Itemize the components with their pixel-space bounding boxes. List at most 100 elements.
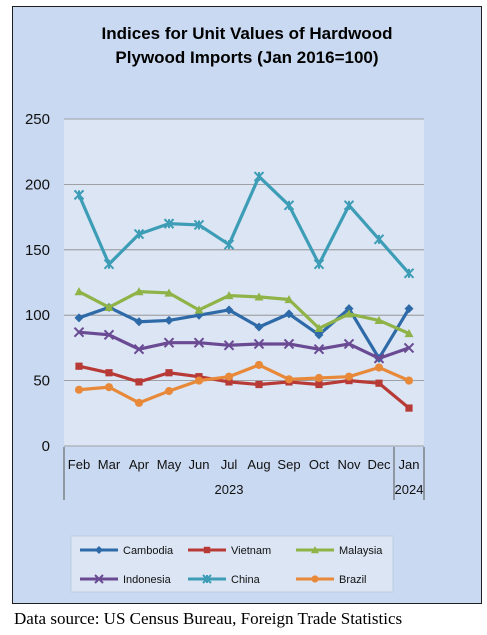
data-point-cambodia [164,315,174,325]
legend-label-vietnam: Vietnam [231,545,271,557]
x-tick-label: Apr [129,457,150,472]
legend-label-malaysia: Malaysia [339,545,383,557]
data-point-cambodia [314,330,324,340]
series-line-cambodia [77,305,411,360]
data-point-brazil [284,375,294,384]
series-line-china [77,174,411,275]
data-point-china [103,258,115,270]
data-point-brazil [374,363,384,372]
data-point-brazil [164,387,174,396]
data-point-brazil [74,385,84,394]
data-point-malaysia [224,291,234,300]
x-tick-label: Dec [367,457,391,472]
chart-title-line-1: Indices for Unit Values of Hardwood [101,24,393,43]
data-point-cambodia [404,304,414,314]
data-point-vietnam [405,404,413,412]
series-line-brazil [77,363,411,405]
data-point-cambodia [74,313,84,323]
year-label: 2024 [395,482,424,497]
x-tick-label: Mar [98,457,121,472]
data-point-indonesia [403,342,415,354]
data-point-china [343,200,355,211]
data-point-vietnam [105,369,113,377]
data-point-malaysia [254,292,264,301]
series-line-indonesia [77,330,411,360]
data-source-note: Data source: US Census Bureau, Foreign T… [14,609,403,628]
data-point-brazil [254,360,264,369]
legend-marker-brazil [311,575,319,583]
x-tick-label: Jun [189,457,210,472]
data-point-brazil [314,373,324,383]
x-tick-label: Oct [309,457,330,472]
x-tick-label: Jan [399,457,420,472]
data-point-vietnam [225,378,233,386]
data-point-brazil [134,398,144,407]
legend-marker-china [202,574,212,584]
data-point-indonesia [193,337,205,348]
data-point-brazil [224,372,234,381]
y-tick-label: 250 [25,111,50,128]
x-tick-label: Jul [221,457,238,472]
data-point-vietnam [315,380,323,389]
legend-marker-malaysia [311,546,319,554]
data-point-indonesia [163,337,175,348]
data-point-china [223,239,235,250]
x-tick-label: Sep [277,457,300,472]
data-point-malaysia [374,315,384,325]
x-tick-label: Aug [247,457,270,472]
data-point-indonesia [283,338,295,350]
data-point-china [403,268,415,279]
series-line-vietnam [77,364,411,410]
data-point-vietnam [165,369,173,377]
data-point-malaysia [74,287,84,296]
x-tick-label: May [157,457,182,472]
data-point-brazil [404,376,414,385]
data-point-indonesia [103,329,115,341]
data-point-malaysia [284,295,294,304]
data-point-malaysia [134,287,144,296]
x-tick-label: Nov [337,457,361,472]
data-point-vietnam [375,379,383,387]
legend-label-china: China [231,574,261,586]
data-point-indonesia [343,338,355,350]
legend-marker-cambodia [95,546,103,554]
data-point-cambodia [224,305,234,315]
data-point-china [283,200,295,211]
y-tick-label: 50 [33,373,50,390]
legend-label-brazil: Brazil [339,574,367,586]
legend-label-cambodia: Cambodia [123,545,174,557]
plot-area [64,119,424,446]
data-point-malaysia [404,329,414,338]
data-point-china [373,234,385,245]
data-point-malaysia [344,309,354,318]
y-tick-label: 100 [25,307,50,324]
data-point-china [73,189,85,201]
y-tick-label: 150 [25,242,50,259]
chart-title: Indices for Unit Values of Hardwood Plyw… [12,22,482,70]
data-point-indonesia [73,326,85,338]
data-point-indonesia [133,344,145,355]
data-point-cambodia [254,322,264,332]
data-point-indonesia [373,353,385,364]
data-point-cambodia [344,304,354,314]
legend-box [70,535,394,593]
y-tick-label: 200 [25,176,50,193]
data-point-china [193,219,205,231]
chart-title-line-2: Plywood Imports (Jan 2016=100) [115,48,379,67]
series-line-malaysia [77,290,411,336]
data-point-brazil [344,372,354,381]
data-point-malaysia [314,323,324,332]
legend-marker-vietnam [203,546,211,554]
data-point-cambodia [284,309,294,319]
data-point-malaysia [104,302,114,311]
year-label: 2023 [215,482,244,497]
data-point-china [313,258,325,270]
y-tick-label: 0 [42,438,50,455]
data-point-malaysia [164,288,174,297]
data-point-indonesia [313,344,325,355]
data-point-china [133,228,145,240]
x-tick-label: Feb [68,457,90,472]
data-point-vietnam [135,378,143,386]
data-point-china [163,218,175,229]
